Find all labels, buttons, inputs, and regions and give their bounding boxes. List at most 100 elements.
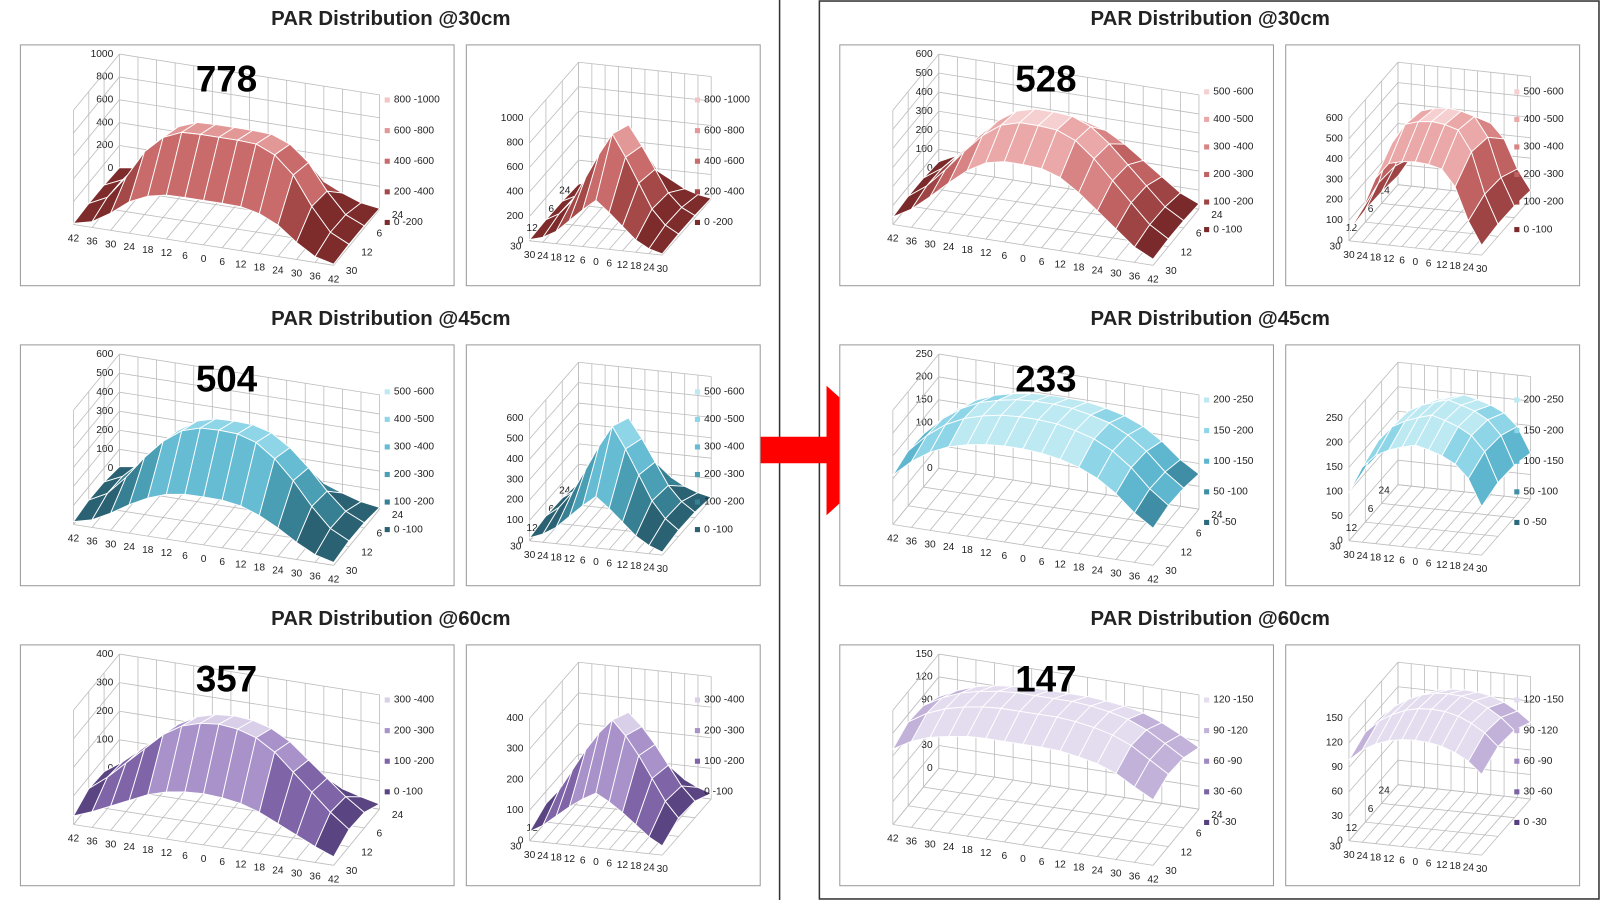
grid-line — [578, 692, 712, 708]
floor-line — [1481, 798, 1531, 856]
x-tick-label: 42 — [328, 574, 340, 585]
y-tick-label: 6 — [377, 529, 383, 540]
x-tick-label: 24 — [1092, 266, 1104, 277]
grid-line — [578, 382, 712, 398]
z-tick-label: 300 — [916, 106, 933, 117]
legend-swatch — [1514, 697, 1520, 703]
grid-line — [892, 53, 940, 111]
x-tick-label: 24 — [1463, 863, 1475, 874]
x-tick-label: 18 — [630, 861, 642, 872]
legend-swatch — [384, 219, 390, 225]
legend-swatch — [1514, 489, 1520, 495]
floor-line — [1059, 794, 1107, 851]
legend-swatch — [1514, 144, 1520, 150]
y-tick-label: 6 — [1196, 529, 1202, 540]
grid-line — [1348, 410, 1399, 468]
legend-swatch — [1204, 697, 1210, 703]
grid-line — [938, 653, 1200, 696]
surface-patch — [648, 800, 680, 847]
z-tick-label: 0 — [108, 163, 114, 174]
legend-label: 100 -200 — [394, 756, 435, 767]
legend-swatch — [1204, 758, 1210, 764]
y-tick-label: 30 — [346, 566, 358, 577]
y-tick-label: 12 — [1181, 847, 1193, 858]
x-tick-label: 12 — [564, 554, 576, 565]
x-tick-label: 0 — [201, 554, 207, 565]
z-tick-label: 300 — [506, 744, 523, 755]
floor-line — [333, 808, 380, 866]
legend-swatch — [694, 789, 700, 795]
x-tick-label: 30 — [524, 250, 536, 261]
legend-swatch — [694, 527, 700, 533]
legend-label: 0 -50 — [1523, 517, 1547, 528]
x-tick-label: 36 — [309, 271, 321, 282]
legend-label: 100 -200 — [394, 497, 435, 508]
grid-line — [529, 361, 579, 419]
legend-swatch — [1204, 227, 1210, 233]
grid-line — [892, 653, 940, 711]
legend-label: 60 -90 — [1213, 756, 1242, 767]
x-tick-label: 36 — [906, 536, 918, 547]
grid-line — [892, 149, 940, 206]
x-tick-label: 36 — [906, 836, 918, 847]
grid-line — [119, 99, 380, 142]
x-tick-label: 6 — [1426, 258, 1432, 269]
grid-line — [1348, 735, 1399, 793]
grid-line — [578, 661, 712, 677]
legend-swatch — [1514, 458, 1520, 464]
z-tick-label: 300 — [506, 474, 523, 485]
x-tick-label: 12 — [617, 560, 629, 571]
legend-swatch — [694, 499, 700, 505]
z-tick-label: 0 — [1337, 236, 1343, 247]
x-tick-label: 42 — [887, 233, 899, 244]
grid-line — [73, 122, 120, 180]
y-tick-label: 30 — [510, 242, 522, 253]
legend-swatch — [1514, 89, 1520, 95]
grid-line — [73, 391, 120, 449]
z-tick-label: 0 — [108, 463, 114, 474]
legend-swatch — [694, 416, 700, 422]
x-tick-label: 24 — [1357, 251, 1369, 262]
grid-line — [1397, 102, 1531, 118]
x-tick-label: 36 — [86, 536, 98, 547]
floor-line — [1152, 208, 1200, 266]
z-tick-label: 100 — [1326, 487, 1343, 498]
legend-label: 200 -400 — [394, 187, 435, 198]
legend-label: 120 -150 — [1213, 695, 1254, 706]
floor-line — [929, 773, 977, 831]
floor-line — [1004, 185, 1051, 243]
grid-line — [529, 159, 579, 217]
z-tick-label: 1000 — [501, 113, 524, 124]
floor-line — [1428, 792, 1478, 850]
y-tick-label: 30 — [346, 266, 358, 277]
legend-swatch — [384, 527, 390, 533]
grid-line — [578, 61, 712, 77]
y-tick-label: 6 — [1196, 229, 1202, 240]
x-tick-label: 12 — [1383, 854, 1395, 865]
y-tick-label: 24 — [1378, 786, 1390, 797]
y-tick-label: 24 — [392, 510, 404, 521]
legend-label: 200 -300 — [704, 725, 745, 736]
legend-swatch — [384, 416, 390, 422]
legend-swatch — [694, 471, 700, 478]
grid-line — [529, 753, 579, 811]
x-tick-label: 6 — [1002, 551, 1008, 562]
x-tick-label: 0 — [593, 257, 599, 268]
surface-patch — [314, 231, 350, 265]
grid-line — [119, 682, 380, 724]
legend-swatch — [1514, 227, 1520, 233]
x-tick-label: 30 — [291, 268, 303, 279]
y-tick-label: 12 — [361, 547, 373, 558]
y-tick-label: 30 — [510, 542, 522, 553]
grid-line — [578, 423, 712, 439]
surface-patch — [1134, 759, 1169, 801]
x-tick-label: 24 — [272, 266, 284, 277]
legend-label: 0 -30 — [1523, 817, 1547, 828]
x-tick-label: 18 — [1449, 261, 1461, 272]
y-tick-label: 6 — [377, 829, 383, 840]
x-tick-label: 12 — [161, 548, 173, 559]
legend-label: 0 -200 — [704, 217, 733, 228]
legend-label: 200 -300 — [394, 469, 435, 480]
x-tick-label: 18 — [254, 263, 266, 274]
x-tick-label: 18 — [962, 245, 974, 256]
